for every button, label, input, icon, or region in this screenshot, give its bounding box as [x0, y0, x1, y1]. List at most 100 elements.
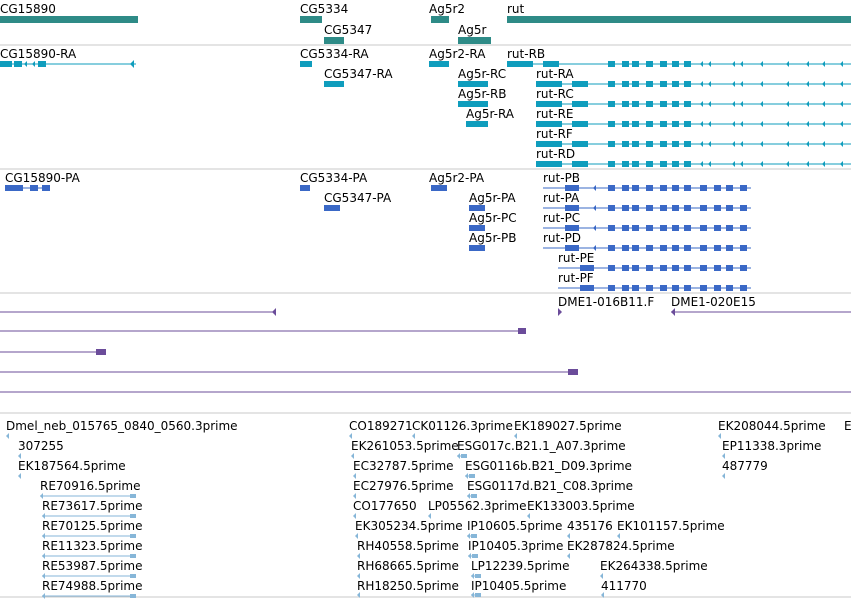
tx-rut-re-strand-5[interactable]: [786, 121, 789, 127]
tx-rut-re-exon-3[interactable]: [608, 121, 615, 127]
tx-rut-re-strand-7[interactable]: [822, 121, 825, 127]
prot-ag5r2-pa-exon[interactable]: [431, 185, 447, 191]
prot-rut-pc-exon-3[interactable]: [622, 225, 629, 231]
prot-rut-pd-exon-4[interactable]: [632, 245, 639, 251]
tx-rut-rf-strand-0[interactable]: [700, 141, 703, 147]
tx-rut-rd-exon-1[interactable]: [536, 161, 562, 167]
prot-rut-pd-exon-3[interactable]: [622, 245, 629, 251]
est-re70916-end[interactable]: [130, 494, 136, 498]
tx-rut-rb-exon-1[interactable]: [507, 61, 533, 67]
feature-label-p-rut-pa[interactable]: rut-PA: [543, 191, 580, 205]
prot-rut-pa-exon-7[interactable]: [672, 205, 679, 211]
prot-rut-pa-exon-11[interactable]: [726, 205, 733, 211]
feature-label-p-rut-pf[interactable]: rut-PF: [558, 271, 594, 285]
tx-rut-rf-exon-9[interactable]: [684, 141, 691, 147]
prot-rut-pc-exon-4[interactable]: [632, 225, 639, 231]
prot-rut-pd-exon-8[interactable]: [684, 245, 691, 251]
prot-rut-pb-exon-4[interactable]: [632, 185, 639, 191]
est-ek133003-mark[interactable]: [527, 513, 530, 519]
tx-rut-rf-exon-6[interactable]: [646, 141, 653, 147]
est-487779-mark[interactable]: [722, 473, 725, 479]
feature-label-g-cg5334[interactable]: CG5334: [300, 2, 349, 16]
prot-rut-pf-exon-10[interactable]: [714, 285, 721, 291]
prot-ag5r-pb-exon[interactable]: [469, 245, 485, 251]
prot-rut-pd-exon-1[interactable]: [565, 245, 579, 251]
prot-rut-pf-exon-1[interactable]: [580, 285, 594, 291]
est-re11323-end[interactable]: [130, 554, 136, 558]
prot-rut-pb-exon-12[interactable]: [740, 185, 747, 191]
tx-rut-rb-exon-9[interactable]: [684, 61, 691, 67]
prot-rut-pf-exon-7[interactable]: [672, 285, 679, 291]
tx-rut-ra-exon-8[interactable]: [672, 81, 679, 87]
feature-label-t-rut-rb[interactable]: rut-RB: [507, 47, 546, 61]
tx-rut-rd-exon-2[interactable]: [572, 161, 588, 167]
tx-rut-rb-strand-4[interactable]: [760, 61, 763, 67]
feature-label-g-cg5347[interactable]: CG5347: [324, 23, 373, 37]
est-435176-mark[interactable]: [567, 533, 570, 539]
tx-rut-rd-strand-8[interactable]: [840, 161, 843, 167]
tx-rut-rf-strand-4[interactable]: [760, 141, 763, 147]
est-ek187564-mark[interactable]: [18, 473, 21, 479]
feature-label-t-rut-rf[interactable]: rut-RF: [536, 127, 573, 141]
prot-rut-pb-exon-1[interactable]: [565, 185, 579, 191]
tx-rut-re-strand-6[interactable]: [806, 121, 809, 127]
prot-rut-pc-exon-5[interactable]: [646, 225, 653, 231]
feature-label-p-ag5r-pc[interactable]: Ag5r-PC: [469, 211, 517, 225]
feature-label-p-cg5334-pa[interactable]: CG5334-PA: [300, 171, 368, 185]
prot-rut-pd-exon-11[interactable]: [726, 245, 733, 251]
prot-rut-pf-exon-5[interactable]: [646, 285, 653, 291]
tx-rut-rf-exon-7[interactable]: [660, 141, 667, 147]
tx-rut-ra-exon-1[interactable]: [536, 81, 562, 87]
est-co189271-mark[interactable]: [349, 433, 352, 439]
tx-rut-rb-exon-7[interactable]: [660, 61, 667, 67]
tx-rut-re-strand-2[interactable]: [732, 121, 735, 127]
est-rh40558-mark[interactable]: [357, 553, 360, 559]
est-ek261053-mark[interactable]: [351, 453, 354, 459]
feature-label-e-ck01126[interactable]: CK01126.3prime: [412, 419, 513, 433]
tx-rut-ra-strand-3[interactable]: [740, 81, 743, 87]
feature-label-e-ek133003[interactable]: EK133003.5prime: [527, 499, 635, 513]
tx-rut-re-exon-5[interactable]: [632, 121, 639, 127]
feature-label-e-307255[interactable]: 307255: [18, 439, 64, 453]
prot-rut-pf-exon-6[interactable]: [660, 285, 667, 291]
est-rh18250-mark[interactable]: [357, 592, 360, 598]
feature-label-p-rut-pd[interactable]: rut-PD: [543, 231, 582, 245]
tx-rut-rb-strand-0[interactable]: [700, 61, 703, 67]
feature-label-t-ag5r-ra[interactable]: Ag5r-RA: [466, 107, 515, 121]
prot-rut-pf-exon-8[interactable]: [684, 285, 691, 291]
prot-rut-pf-strand[interactable]: [608, 285, 611, 291]
prot-rut-pe-strand[interactable]: [608, 265, 611, 271]
est-re70125-start[interactable]: [42, 533, 45, 539]
prot-cg15890-pa-exon-1[interactable]: [5, 185, 23, 191]
prot-rut-pe-exon-2[interactable]: [608, 265, 615, 271]
feature-label-t-rut-ra[interactable]: rut-RA: [536, 67, 574, 81]
tx-rut-re-strand-3[interactable]: [740, 121, 743, 127]
prot-rut-pc-strand[interactable]: [593, 225, 596, 231]
est-esg0116b-start[interactable]: [465, 473, 468, 479]
prot-rut-pb-exon-9[interactable]: [700, 185, 707, 191]
feature-label-e-ek101157[interactable]: EK101157.5prime: [617, 519, 725, 533]
clone-line-4-end[interactable]: [568, 369, 578, 375]
tx-rut-rc-exon-8[interactable]: [672, 101, 679, 107]
tx-rut-rc-exon-3[interactable]: [608, 101, 615, 107]
feature-label-e-ip10405-3[interactable]: IP10405.3prime: [468, 539, 564, 553]
prot-rut-pa-exon-9[interactable]: [700, 205, 707, 211]
tx-cg15890-ra-exon-1[interactable]: [0, 61, 12, 67]
tx-rut-rd-strand-0[interactable]: [700, 161, 703, 167]
tx-rut-rc-strand-0[interactable]: [700, 101, 703, 107]
prot-cg15890-pa-exon-3[interactable]: [42, 185, 50, 191]
tx-rut-rc-exon-2[interactable]: [572, 101, 588, 107]
feature-label-e-dmel-neb[interactable]: Dmel_neb_015765_0840_0560.3prime: [6, 419, 238, 433]
feature-label-e-ek187564[interactable]: EK187564.5prime: [18, 459, 126, 473]
feature-label-g-ag5r[interactable]: Ag5r: [458, 23, 487, 37]
est-esg0116b-end[interactable]: [469, 474, 475, 478]
est-307255-mark[interactable]: [18, 453, 21, 459]
feature-label-c-dme1-016b11[interactable]: DME1-016B11.F: [558, 295, 655, 309]
feature-label-e-435176[interactable]: 435176: [567, 519, 613, 533]
est-re74988-end[interactable]: [130, 594, 136, 598]
prot-rut-pe-exon-9[interactable]: [700, 265, 707, 271]
prot-rut-pa-exon-4[interactable]: [632, 205, 639, 211]
tx-rut-rb-strand-7[interactable]: [822, 61, 825, 67]
feature-label-e-esg0117d[interactable]: ESG0117d.B21_C08.3prime: [467, 479, 634, 493]
prot-rut-pf-exon-12[interactable]: [740, 285, 747, 291]
